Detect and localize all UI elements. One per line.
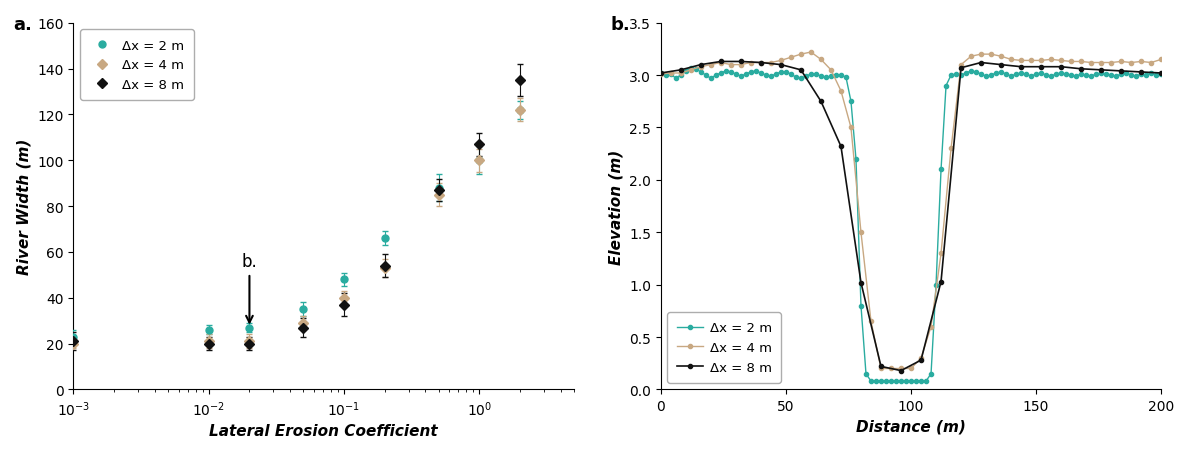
Δx = 2 m [1039, 73, 1053, 79]
Δx = 8 m [1074, 67, 1089, 72]
Δx = 8 m [834, 144, 848, 150]
Y-axis label: Elevation (m): Elevation (m) [609, 149, 624, 264]
Δx = 8 m [954, 66, 968, 71]
Text: a.: a. [13, 16, 32, 34]
Δx = 8 m [894, 368, 909, 374]
Legend: Δx = 2 m, Δx = 4 m, Δx = 8 m: Δx = 2 m, Δx = 4 m, Δx = 8 m [667, 313, 781, 383]
Δx = 4 m [654, 72, 668, 78]
Δx = 8 m [754, 61, 768, 66]
Δx = 4 m [804, 50, 818, 56]
Δx = 8 m [713, 60, 728, 65]
Δx = 8 m [734, 60, 748, 65]
Δx = 8 m [913, 358, 928, 363]
Δx = 2 m [863, 379, 878, 384]
Δx = 8 m [1154, 71, 1168, 76]
Line: Δx = 4 m: Δx = 4 m [659, 51, 1164, 371]
Δx = 4 m [1154, 57, 1168, 63]
Δx = 8 m [793, 68, 807, 73]
Legend: Δx = 2 m, Δx = 4 m, Δx = 8 m: Δx = 2 m, Δx = 4 m, Δx = 8 m [80, 30, 194, 101]
Δx = 2 m [784, 72, 798, 78]
Δx = 4 m [1034, 59, 1048, 64]
Δx = 8 m [674, 68, 688, 73]
Δx = 4 m [824, 68, 838, 73]
Δx = 8 m [934, 279, 948, 285]
Line: Δx = 2 m: Δx = 2 m [659, 66, 1164, 383]
Δx = 8 m [974, 61, 989, 66]
Line: Δx = 8 m: Δx = 8 m [659, 60, 1164, 373]
Δx = 4 m [763, 61, 778, 66]
Δx = 4 m [1145, 61, 1159, 66]
Δx = 8 m [654, 71, 668, 76]
Δx = 8 m [854, 280, 868, 286]
Δx = 4 m [874, 366, 888, 371]
Δx = 8 m [1014, 65, 1028, 70]
X-axis label: Lateral Erosion Coefficient: Lateral Erosion Coefficient [210, 424, 438, 438]
X-axis label: Distance (m): Distance (m) [856, 419, 966, 434]
Δx = 8 m [994, 63, 1009, 68]
Δx = 4 m [1004, 57, 1018, 63]
Δx = 8 m [693, 63, 707, 68]
Text: b.: b. [242, 253, 257, 323]
Δx = 8 m [1114, 69, 1128, 75]
Δx = 8 m [1034, 65, 1048, 70]
Δx = 2 m [693, 70, 707, 76]
Y-axis label: River Width (m): River Width (m) [17, 139, 32, 275]
Δx = 8 m [1054, 65, 1068, 70]
Δx = 8 m [1095, 68, 1109, 73]
Δx = 2 m [654, 71, 668, 76]
Δx = 2 m [894, 379, 909, 384]
Text: b.: b. [611, 16, 630, 34]
Δx = 8 m [813, 99, 828, 105]
Δx = 2 m [964, 69, 978, 75]
Δx = 2 m [684, 66, 698, 71]
Δx = 8 m [1134, 70, 1148, 76]
Δx = 4 m [813, 57, 828, 63]
Δx = 8 m [774, 63, 788, 68]
Δx = 2 m [1154, 72, 1168, 78]
Δx = 8 m [874, 364, 888, 369]
Δx = 2 m [1014, 71, 1028, 76]
